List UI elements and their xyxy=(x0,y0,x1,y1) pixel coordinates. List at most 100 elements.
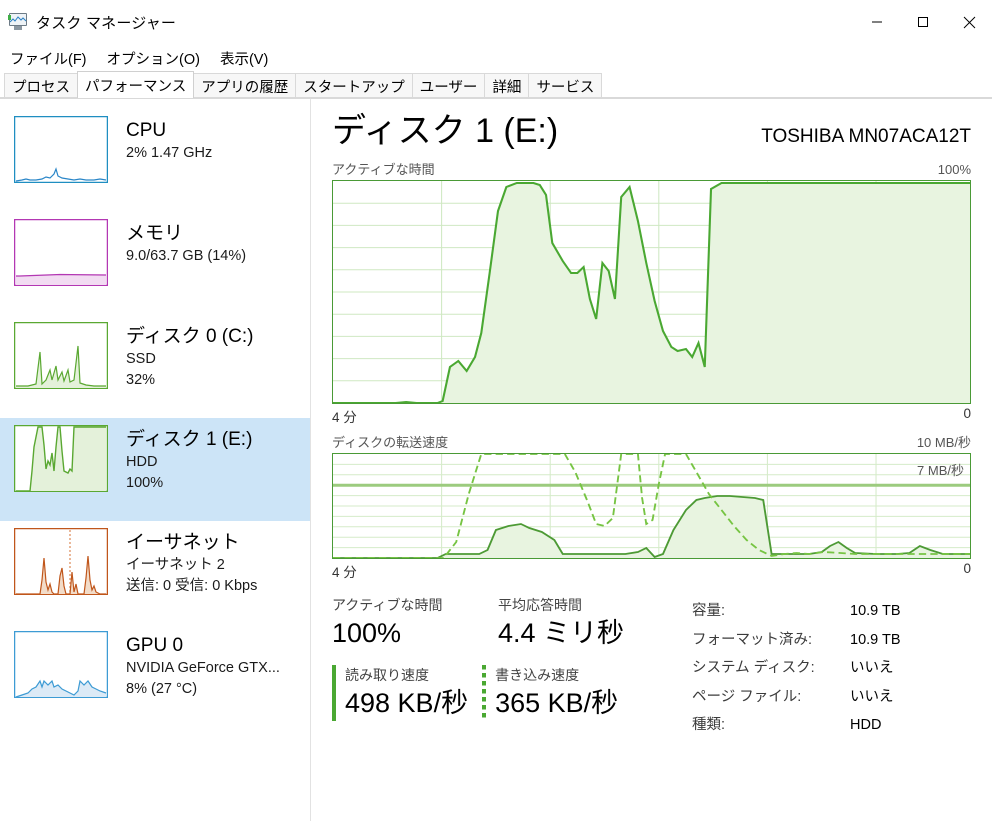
tab-users[interactable]: ユーザー xyxy=(411,73,486,98)
disk-0-thumbnail-chart xyxy=(14,322,108,389)
sidebar-item-gpu-0[interactable]: GPU 0 NVIDIA GeForce GTX... 8% (27 °C) xyxy=(0,624,310,727)
table-row: 種類: HDD xyxy=(692,711,971,740)
cpu-thumbnail-chart xyxy=(14,116,108,183)
menu-bar: ファイル(F) オプション(O) 表示(V) xyxy=(0,44,992,72)
stats-left-column: アクティブな時間 100% 平均応答時間 4.4 ミリ秒 読み取り速度 498 … xyxy=(332,595,684,740)
sidebar-item-detail: NVIDIA GeForce GTX... xyxy=(126,660,280,676)
tab-services[interactable]: サービス xyxy=(528,73,603,98)
sidebar-item-label: イーサネット xyxy=(126,532,240,553)
page-title: ディスク 1 (E:) xyxy=(332,112,559,150)
stat-active-time: アクティブな時間 100% xyxy=(332,595,480,651)
ethernet-thumbnail-chart xyxy=(14,528,108,595)
stats-section: アクティブな時間 100% 平均応答時間 4.4 ミリ秒 読み取り速度 498 … xyxy=(332,595,971,740)
sidebar-text-disk-0: ディスク 0 (C:) SSD 32% xyxy=(126,322,253,391)
tab-details[interactable]: 詳細 xyxy=(484,73,530,98)
tab-app-history[interactable]: アプリの履歴 xyxy=(193,73,297,98)
sidebar-item-detail: イーサネット 2 xyxy=(126,557,225,573)
active-graph-time-right: 0 xyxy=(963,406,971,421)
transfer-graph-time-left: 4 分 xyxy=(332,565,357,580)
sidebar-item-label: GPU 0 xyxy=(126,635,184,656)
stat-value: 4.4 ミリ秒 xyxy=(498,618,625,648)
title-bar: タスク マネージャー xyxy=(0,0,992,44)
sidebar-item-label: ディスク 0 (C:) xyxy=(126,326,254,347)
stat-label: 読み取り速度 xyxy=(345,667,429,683)
sidebar-text-cpu: CPU 2% 1.47 GHz xyxy=(126,116,212,164)
minimize-button[interactable] xyxy=(854,0,900,44)
main-panel: ディスク 1 (E:) TOSHIBA MN07ACA12T アクティブな時間 … xyxy=(311,99,992,821)
task-manager-icon xyxy=(8,13,28,31)
transfer-graph-axis: 4 分 0 xyxy=(332,561,971,581)
sidebar-item-ethernet[interactable]: イーサネット イーサネット 2 送信: 0 受信: 0 Kbps xyxy=(0,521,310,624)
sidebar-item-label: CPU xyxy=(126,120,167,141)
active-graph-time-left: 4 分 xyxy=(332,410,357,425)
sidebar-item-label: ディスク 1 (E:) xyxy=(126,429,253,450)
sidebar-item-throughput: 送信: 0 受信: 0 Kbps xyxy=(126,578,258,594)
sidebar-item-disk-0[interactable]: ディスク 0 (C:) SSD 32% xyxy=(0,315,310,418)
sidebar-item-cpu[interactable]: CPU 2% 1.47 GHz xyxy=(0,109,310,212)
maximize-button[interactable] xyxy=(900,0,946,44)
sidebar-item-detail: SSD xyxy=(126,351,156,367)
menu-view[interactable]: 表示(V) xyxy=(219,51,269,68)
prop-value: 10.9 TB xyxy=(850,603,901,619)
sidebar-item-usage: 32% xyxy=(126,372,156,388)
tab-strip: プロセス パフォーマンス アプリの履歴 スタートアップ ユーザー 詳細 サービス xyxy=(0,71,992,99)
transfer-graph-time-right: 0 xyxy=(963,561,971,576)
stat-value: 365 KB/秒 xyxy=(495,688,619,718)
write-speed-text: 書き込み速度 365 KB/秒 xyxy=(495,665,618,721)
sidebar-item-label: メモリ xyxy=(126,223,184,244)
grid-lines xyxy=(333,454,970,558)
prop-value: 10.9 TB xyxy=(850,631,901,648)
sidebar-item-usage: 100% xyxy=(126,475,164,491)
sidebar-text-ethernet: イーサネット イーサネット 2 送信: 0 受信: 0 Kbps xyxy=(126,528,257,597)
sidebar-item-usage: 8% (27 °C) xyxy=(126,681,198,697)
content-area: CPU 2% 1.47 GHz メモリ 9.0/63.7 GB (14%) xyxy=(0,99,992,821)
tab-processes[interactable]: プロセス xyxy=(4,73,78,98)
active-graph-axis: 4 分 0 xyxy=(332,406,971,426)
transfer-graph-labels: ディスクの転送速度 10 MB/秒 xyxy=(332,432,971,451)
active-graph-max: 100% xyxy=(937,162,971,177)
close-button[interactable] xyxy=(946,0,992,44)
read-speed-text: 読み取り速度 498 KB/秒 xyxy=(345,665,468,721)
disk-properties-table: 容量: 10.9 TB フォーマット済み: 10.9 TB システム ディスク:… xyxy=(684,595,971,740)
read-legend-bar-icon xyxy=(332,665,336,721)
sidebar-item-detail: 2% 1.47 GHz xyxy=(126,145,213,161)
sidebar-item-detail: 9.0/63.7 GB (14%) xyxy=(126,248,247,264)
transfer-graph-caption: ディスクの転送速度 xyxy=(332,435,449,450)
tab-startup[interactable]: スタートアップ xyxy=(295,73,413,98)
active-graph-caption: アクティブな時間 xyxy=(332,162,435,177)
stat-read-speed: 読み取り速度 498 KB/秒 xyxy=(332,665,468,721)
table-row: システム ディスク: いいえ xyxy=(692,654,971,683)
sidebar-item-memory[interactable]: メモリ 9.0/63.7 GB (14%) xyxy=(0,212,310,315)
stat-avg-response-time: 平均応答時間 4.4 ミリ秒 xyxy=(498,595,624,651)
chart-line-glyph xyxy=(10,16,26,23)
main-header: ディスク 1 (E:) TOSHIBA MN07ACA12T xyxy=(332,109,971,153)
prop-value: HDD xyxy=(850,717,882,733)
table-row: 容量: 10.9 TB xyxy=(692,597,971,626)
table-row: ページ ファイル: いいえ xyxy=(692,683,971,712)
write-rate-area xyxy=(333,496,970,558)
active-time-graph[interactable] xyxy=(332,180,971,404)
active-time-line xyxy=(333,182,970,403)
prop-key: 種類: xyxy=(692,717,726,733)
tab-performance[interactable]: パフォーマンス xyxy=(77,71,195,98)
sidebar-item-detail: HDD xyxy=(126,454,158,470)
stat-label: 書き込み速度 xyxy=(495,667,580,683)
menu-options[interactable]: オプション(O) xyxy=(106,51,200,68)
memory-thumbnail-chart xyxy=(14,219,108,286)
disk-model-label: TOSHIBA MN07ACA12T xyxy=(761,126,971,147)
prop-key: フォーマット済み: xyxy=(692,631,813,648)
table-row: フォーマット済み: 10.9 TB xyxy=(692,626,971,655)
write-rate-line xyxy=(333,495,970,558)
resource-sidebar: CPU 2% 1.47 GHz メモリ 9.0/63.7 GB (14%) xyxy=(0,99,311,821)
transfer-rate-marker-label: 7 MB/秒 xyxy=(917,463,964,478)
prop-value: いいえ xyxy=(850,688,894,705)
prop-key: システム ディスク: xyxy=(692,660,815,676)
sidebar-item-disk-1[interactable]: ディスク 1 (E:) HDD 100% xyxy=(0,418,310,521)
stat-value: 498 KB/秒 xyxy=(345,688,469,718)
menu-file[interactable]: ファイル(F) xyxy=(10,51,87,68)
active-time-plot xyxy=(333,181,970,403)
stat-label: 平均応答時間 xyxy=(498,597,582,613)
gpu-0-thumbnail-chart xyxy=(14,631,108,698)
active-graph-labels: アクティブな時間 100% xyxy=(332,159,971,178)
disk-transfer-graph[interactable]: 7 MB/秒 xyxy=(332,453,971,559)
